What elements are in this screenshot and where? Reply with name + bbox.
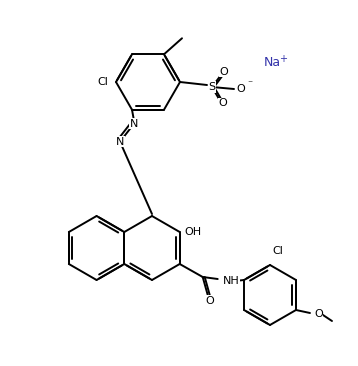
- Text: OH: OH: [185, 227, 202, 237]
- Text: O: O: [314, 309, 323, 319]
- Text: Na: Na: [264, 56, 281, 70]
- Text: Cl: Cl: [97, 77, 108, 87]
- Text: S: S: [208, 82, 216, 92]
- Text: O: O: [205, 296, 214, 306]
- Text: N: N: [116, 137, 124, 147]
- Text: NH: NH: [223, 276, 240, 286]
- Text: ⁻: ⁻: [247, 79, 252, 89]
- Text: O: O: [219, 98, 227, 108]
- Text: Cl: Cl: [272, 246, 283, 256]
- Text: O: O: [219, 67, 228, 76]
- Text: N: N: [130, 119, 138, 129]
- Text: +: +: [279, 54, 287, 64]
- Text: O: O: [237, 84, 245, 94]
